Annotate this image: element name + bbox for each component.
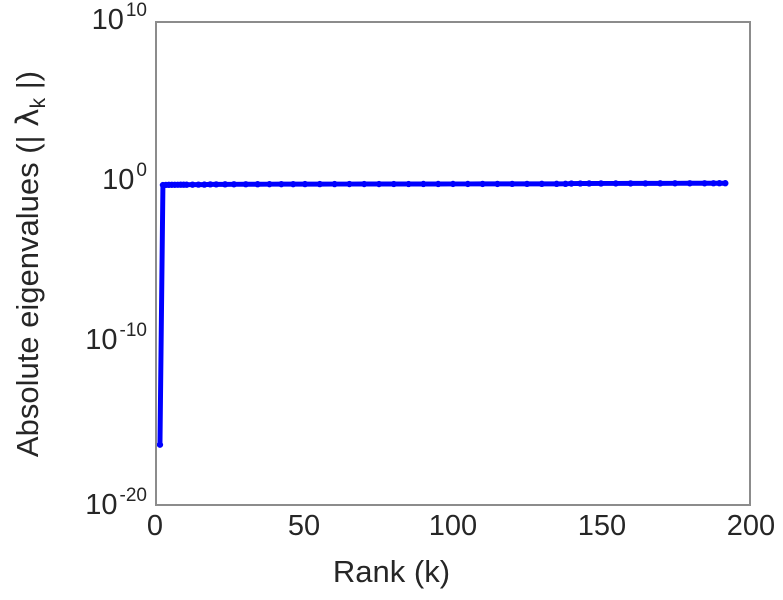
data-point	[346, 180, 353, 188]
data-point	[657, 180, 664, 187]
data-point	[183, 181, 190, 188]
y-axis-title: Absolute eigenvalues (| λk |)	[10, 4, 50, 524]
plot-area	[155, 21, 751, 506]
data-point	[390, 180, 397, 188]
data-point	[361, 180, 368, 188]
y-axis-title-suffix: |)	[10, 70, 45, 98]
data-point	[585, 180, 593, 187]
y-tick-label-1e10: 10 10	[0, 0, 147, 36]
data-point	[189, 181, 196, 188]
data-point	[420, 180, 427, 188]
data-point	[597, 180, 605, 187]
data-point	[435, 180, 442, 188]
data-point	[405, 180, 412, 188]
eigenvalue-series-line	[157, 180, 729, 448]
data-point	[577, 180, 584, 187]
data-point	[207, 181, 214, 188]
data-point	[464, 180, 471, 188]
y-tick-label-1e-10: 10 -10	[0, 320, 147, 356]
x-axis-title: Rank (k)	[332, 554, 451, 589]
x-tick-label-150: 150	[577, 510, 627, 542]
y-axis-title-subscript: k	[27, 97, 50, 109]
data-point	[242, 181, 249, 188]
data-point	[195, 181, 202, 188]
data-point	[278, 180, 285, 188]
data-point	[301, 180, 309, 188]
data-point	[479, 180, 486, 188]
data-point	[568, 180, 575, 187]
data-point	[230, 181, 238, 188]
data-point	[316, 180, 323, 188]
x-tick-label-0: 0	[146, 510, 164, 542]
data-point	[331, 180, 338, 188]
data-point	[627, 180, 634, 187]
data-point	[266, 181, 273, 188]
y-tick-label-1e0: 10 0	[0, 160, 147, 196]
y-tick-label-1e10-text: 10 10	[91, 0, 147, 36]
y-axis-title-prefix: Absolute eigenvalues (|	[10, 126, 45, 458]
x-tick-label-200: 200	[726, 510, 776, 542]
y-tick-label-1e0-text: 10 0	[102, 160, 147, 196]
data-point	[494, 180, 501, 188]
data-point	[562, 180, 569, 187]
data-point	[201, 181, 208, 188]
x-tick-label-50: 50	[287, 510, 321, 542]
data-point	[642, 180, 649, 187]
data-point	[509, 180, 516, 188]
data-point	[710, 180, 717, 187]
y-tick-label-1e-20: 10 -20	[0, 485, 147, 521]
data-point	[686, 180, 693, 187]
data-point	[671, 180, 679, 187]
data-point	[157, 441, 164, 448]
data-point	[254, 181, 261, 188]
data-point	[289, 180, 297, 188]
data-point	[701, 180, 708, 187]
data-point	[449, 180, 457, 188]
data-point	[722, 180, 729, 187]
data-point	[612, 180, 619, 187]
data-point	[538, 180, 545, 188]
data-point	[716, 180, 723, 187]
y-tick-label-1e-20-text: 10 -20	[85, 485, 147, 521]
y-axis-title-lambda: λ	[10, 108, 46, 127]
data-point	[523, 180, 531, 188]
y-tick-label-1e-10-text: 10 -10	[85, 320, 147, 356]
data-point	[553, 180, 560, 188]
data-point	[375, 180, 383, 188]
data-point	[213, 181, 220, 188]
x-tick-label-100: 100	[428, 510, 478, 542]
data-point	[221, 181, 229, 188]
